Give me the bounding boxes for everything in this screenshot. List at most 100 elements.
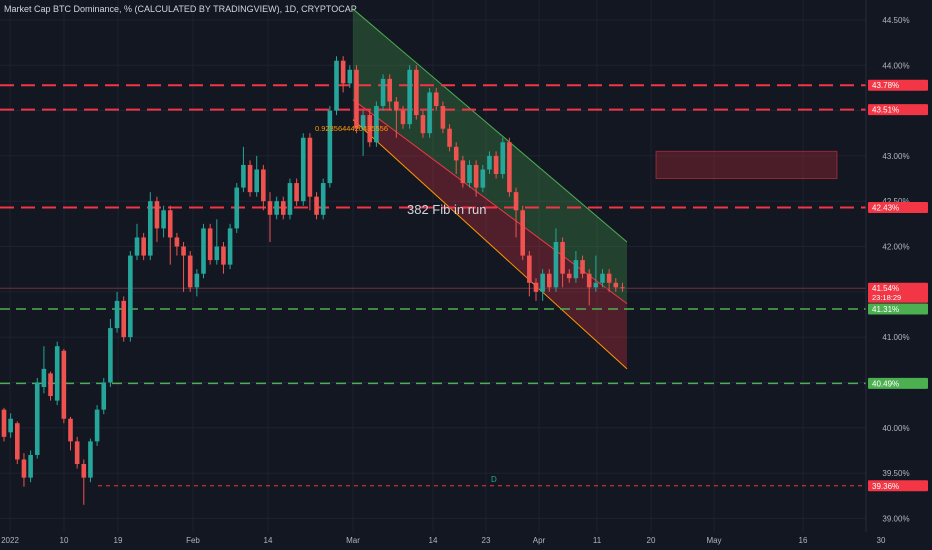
candle-body bbox=[88, 441, 93, 478]
candle-body bbox=[520, 210, 525, 256]
x-tick-label: 14 bbox=[429, 536, 438, 545]
x-tick-label: 23 bbox=[482, 536, 491, 545]
candle-body bbox=[606, 273, 612, 283]
candle-body bbox=[21, 459, 27, 478]
y-tick-label: 42.50% bbox=[882, 197, 909, 206]
x-tick-label: 20 bbox=[647, 536, 656, 545]
candle-body bbox=[460, 160, 466, 184]
candle-body bbox=[374, 106, 379, 143]
candle-body bbox=[527, 255, 532, 283]
candle-body bbox=[254, 169, 259, 193]
price-label-box bbox=[868, 303, 928, 315]
candle-body bbox=[1, 409, 7, 437]
candle-body bbox=[467, 164, 472, 184]
annotation-fib-text: 382 Fib in run bbox=[407, 202, 487, 217]
y-tick-label: 39.50% bbox=[882, 469, 909, 478]
candle-body bbox=[360, 115, 366, 129]
candle-body bbox=[487, 155, 492, 170]
time-axis[interactable]: 2022 10 19 Feb 14 Mar 14 23 Apr 11 20 May 16 30 bbox=[1, 536, 886, 545]
candle-body bbox=[207, 228, 213, 261]
candle-body bbox=[340, 60, 346, 84]
channel-lower-fill bbox=[353, 99, 627, 369]
candle-body bbox=[114, 300, 120, 329]
candle-body bbox=[28, 454, 33, 478]
candle-body bbox=[81, 464, 87, 478]
candle-body bbox=[221, 246, 226, 265]
candle-body bbox=[580, 260, 585, 274]
candle-body bbox=[281, 201, 286, 215]
candle-body bbox=[261, 169, 266, 202]
candle-body bbox=[533, 282, 539, 292]
candle-body bbox=[620, 287, 625, 289]
candle-body bbox=[167, 210, 173, 238]
price-label-box bbox=[868, 377, 928, 389]
candle-body bbox=[128, 255, 133, 338]
candle-body bbox=[427, 92, 432, 134]
zone-box bbox=[655, 150, 838, 180]
annotations: 382 Fib in run 0.9235644420435556 D bbox=[315, 124, 497, 484]
candle-body bbox=[540, 273, 545, 292]
candle-body bbox=[108, 328, 113, 383]
candles bbox=[1, 56, 625, 505]
candle-body bbox=[41, 368, 47, 387]
candle-body bbox=[553, 241, 559, 288]
candle-body bbox=[347, 69, 353, 84]
y-tick-label: 44.50% bbox=[882, 16, 909, 25]
candle-body bbox=[181, 246, 186, 256]
x-tick-label: 10 bbox=[60, 536, 69, 545]
chart-title: Market Cap BTC Dominance, % (CALCULATED … bbox=[4, 4, 357, 14]
candle-body bbox=[154, 201, 160, 229]
channel-upper-line bbox=[352, 8, 628, 243]
candle-body bbox=[234, 187, 240, 229]
price-label: 41.54% bbox=[872, 284, 899, 293]
candle-body bbox=[134, 237, 140, 256]
candle-body bbox=[34, 382, 40, 455]
candle-body bbox=[394, 101, 399, 111]
candle-body bbox=[247, 164, 253, 193]
candle-body bbox=[141, 237, 146, 256]
y-tick-label: 41.00% bbox=[882, 333, 909, 342]
candle-body bbox=[8, 418, 13, 433]
price-label: 41.31% bbox=[872, 305, 899, 314]
y-tick-label: 40.00% bbox=[882, 424, 909, 433]
candle-body bbox=[513, 192, 519, 211]
candle-body bbox=[500, 142, 506, 175]
candle-body bbox=[420, 115, 426, 134]
candle-body bbox=[174, 237, 180, 247]
candle-body bbox=[440, 106, 446, 129]
candle-body bbox=[493, 155, 499, 175]
y-tick-label: 44.00% bbox=[882, 61, 909, 70]
price-label-box bbox=[868, 79, 928, 91]
candle-body bbox=[314, 196, 319, 215]
candle-body bbox=[94, 409, 100, 442]
candle-body bbox=[267, 201, 273, 215]
candle-body bbox=[400, 110, 406, 125]
candle-body bbox=[414, 69, 419, 116]
price-label: 43.51% bbox=[872, 106, 899, 115]
candle-body bbox=[600, 273, 605, 283]
candle-body bbox=[566, 273, 572, 279]
candle-body bbox=[61, 350, 67, 419]
y-tick-label: 39.00% bbox=[882, 514, 909, 523]
y-tick-label: 43.00% bbox=[882, 152, 909, 161]
price-label: 40.49% bbox=[872, 379, 899, 388]
candle-body bbox=[367, 115, 373, 143]
candle-body bbox=[407, 69, 412, 125]
price-axis[interactable]: 44.50%44.00%43.50%43.00%42.50%42.00%41.5… bbox=[868, 16, 928, 523]
horizontal-levels bbox=[0, 84, 866, 487]
candle-body bbox=[480, 169, 486, 188]
candle-body bbox=[241, 164, 246, 188]
price-label-box bbox=[868, 480, 928, 492]
annotation-fib-value: 0.9235644420435556 bbox=[315, 124, 388, 133]
channel-lower-line bbox=[352, 119, 628, 370]
price-label-box bbox=[868, 202, 928, 214]
candle-body bbox=[447, 128, 452, 147]
candle-body bbox=[334, 60, 339, 111]
candle-body bbox=[15, 423, 20, 460]
price-label-box bbox=[868, 282, 928, 303]
candle-body bbox=[593, 282, 599, 288]
candle-body bbox=[194, 273, 200, 288]
price-label-box bbox=[868, 104, 928, 116]
